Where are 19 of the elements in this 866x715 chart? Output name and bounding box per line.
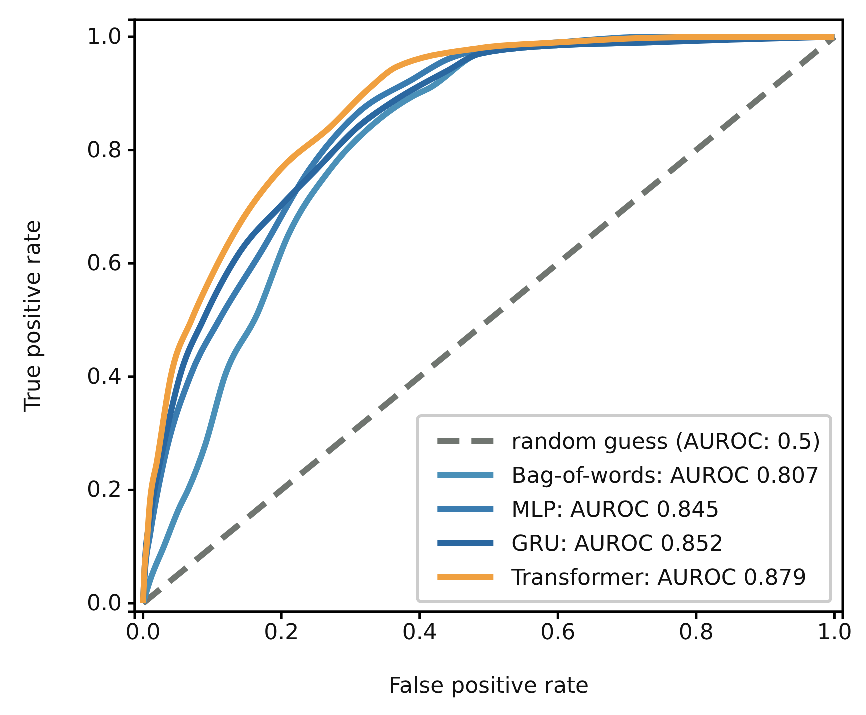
y-tick-label: 0.8 [87, 138, 122, 164]
x-tick-label: 0.2 [264, 620, 300, 646]
y-tick-label: 0.2 [87, 478, 122, 504]
y-tick-label: 0.0 [87, 592, 122, 617]
y-tick-label: 0.4 [87, 364, 122, 390]
x-axis-title: False positive rate [388, 674, 590, 699]
legend-label: random guess (AUROC: 0.5) [512, 430, 821, 455]
y-tick-label: 1.0 [87, 25, 122, 50]
x-tick-label: 0.8 [678, 620, 714, 646]
y-axis-title: True positive rate [21, 220, 46, 413]
x-tick-label: 0.6 [540, 620, 576, 646]
legend-label: MLP: AUROC 0.845 [512, 498, 720, 523]
legend-label: GRU: AUROC 0.852 [512, 532, 724, 557]
x-tick-label: 0.0 [126, 620, 161, 646]
legend-label: Transformer: AUROC 0.879 [510, 566, 807, 591]
x-tick-label: 0.4 [402, 620, 438, 646]
y-tick-label: 0.6 [87, 252, 122, 277]
legend-label: Bag-of-words: AUROC 0.807 [512, 464, 820, 489]
x-tick-label: 1.0 [817, 620, 852, 646]
